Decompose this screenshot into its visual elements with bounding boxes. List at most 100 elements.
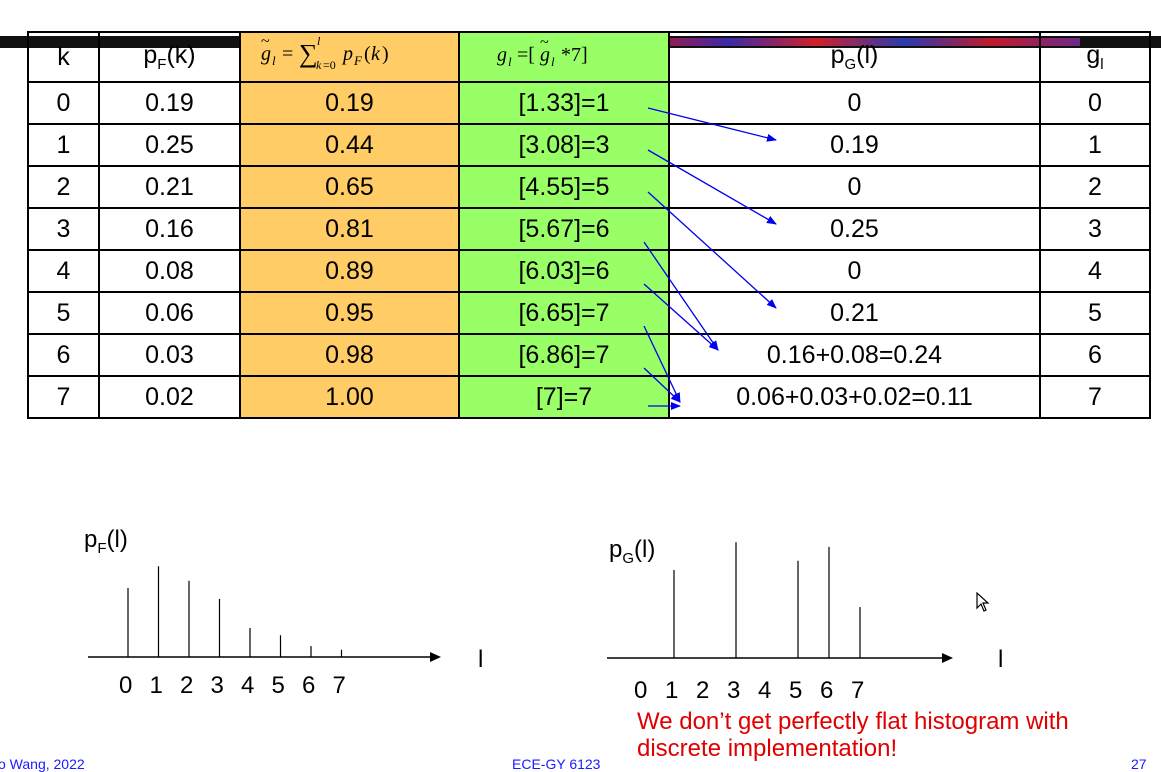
hist-pf-title: pF(l) [84,526,128,557]
header-row: k pF(k) g ~ l = ∑ l k =0 p F ( k ) g l [27,31,1151,83]
table-body: 0 0.19 0.19 [1.33]=1 0 0 1 0.25 0.44 [3.08]=3 0.19… [27,81,1151,419]
pf-cell: 0.25 [98,123,241,167]
svg-text:g: g [540,44,550,66]
table-row: 4 0.08 0.89 [6.03]=6 0 4 [27,249,1151,293]
hist-pf-xlabel: l [478,646,484,673]
tick-label: 4 [758,677,771,704]
header-k: k [27,31,100,83]
tick-label: 6 [820,677,833,704]
hist-pg-xlabel: l [998,646,1004,673]
pf-cell: 0.08 [98,249,241,293]
pf-cell: 0.06 [98,291,241,335]
table-row: 5 0.06 0.95 [6.65]=7 0.21 5 [27,291,1151,335]
gl-cell: 5 [1039,291,1151,335]
header-pf: pF(k) [98,31,241,83]
mapping-cell: [3.08]=3 [458,123,670,167]
tick-label: 0 [634,677,647,704]
tick-label: 2 [696,677,709,704]
table-row: 2 0.21 0.65 [4.55]=5 0 2 [27,165,1151,209]
gl-cell: 3 [1039,207,1151,251]
cumulative-cell: 0.19 [239,81,460,125]
cumulative-cell: 1.00 [239,375,460,419]
gl-cell: 0 [1039,81,1151,125]
header-cumulative: g ~ l = ∑ l k =0 p F ( k ) [239,31,460,83]
svg-text:p: p [341,43,353,65]
svg-text:~: ~ [540,34,549,51]
tick-label: 1 [665,677,678,704]
table-row: 6 0.03 0.98 [6.86]=7 0.16+0.08=0.24 6 [27,333,1151,377]
x-axis-arrowhead [942,653,953,663]
cumulative-cell: 0.98 [239,333,460,377]
mapping-cell: [4.55]=5 [458,165,670,209]
svg-text:l: l [317,34,321,48]
cumulative-formula: g ~ l = ∑ l k =0 p F ( k ) [261,33,389,72]
pf-cell: 0.16 [98,207,241,251]
tick-label: 5 [789,677,802,704]
cumulative-cell: 0.95 [239,291,460,335]
note-text: We don’t get perfectly flat histogram wi… [637,708,1069,762]
tick-label: 5 [272,672,285,699]
k-cell: 0 [27,81,100,125]
cumulative-cell: 0.44 [239,123,460,167]
header-mapping: g l =[ g ~ l *7] [458,31,670,83]
svg-text:): ) [382,43,389,65]
svg-text:=: = [282,43,293,65]
footer-author: o Wang, 2022 [0,756,85,772]
header-pg: pG(l) [668,31,1041,83]
svg-text:=[: =[ [517,44,535,66]
cumulative-cell: 0.81 [239,207,460,251]
gl-cell: 6 [1039,333,1151,377]
k-cell: 2 [27,165,100,209]
k-cell: 1 [27,123,100,167]
x-axis-arrowhead [430,652,441,662]
mouse-pointer-icon [976,592,990,612]
svg-text:g: g [261,43,271,65]
gl-cell: 2 [1039,165,1151,209]
tick-label: 1 [150,672,163,699]
tick-label: 6 [302,672,315,699]
table-row: 3 0.16 0.81 [5.67]=6 0.25 3 [27,207,1151,251]
pf-cell: 0.19 [98,81,241,125]
hist-pg-title: pG(l) [609,536,656,567]
gl-cell: 4 [1039,249,1151,293]
svg-text:F: F [353,53,363,68]
svg-text:∑: ∑ [299,39,318,68]
svg-text:(: ( [364,43,371,65]
gl-cell: 7 [1039,375,1151,419]
k-cell: 3 [27,207,100,251]
equalization-table: k pF(k) g ~ l = ∑ l k =0 p F ( k ) g l [27,31,1151,419]
pf-cell: 0.02 [98,375,241,419]
pf-cell: 0.03 [98,333,241,377]
svg-text:l: l [272,53,276,68]
svg-text:l: l [551,54,555,69]
tick-label: 2 [180,672,193,699]
table-row: 7 0.02 1.00 [7]=7 0.06+0.03+0.02=0.11 7 [27,375,1151,419]
mapping-cell: [5.67]=6 [458,207,670,251]
svg-text:k: k [316,58,322,72]
svg-text:*7]: *7] [561,44,588,66]
k-cell: 6 [27,333,100,377]
tick-label: 4 [241,672,254,699]
mapping-cell: [6.86]=7 [458,333,670,377]
tick-label: 3 [727,677,740,704]
tick-label: 7 [851,677,864,704]
footer-course: ECE-GY 6123 [512,756,601,772]
pf-cell: 0.21 [98,165,241,209]
tick-label: 3 [211,672,224,699]
svg-text:l: l [508,54,512,69]
pg-cell: 0.16+0.08=0.24 [668,333,1041,377]
mapping-cell: [6.03]=6 [458,249,670,293]
svg-text:k: k [371,43,381,65]
mapping-formula: g l =[ g ~ l *7] [497,34,588,69]
gl-cell: 1 [1039,123,1151,167]
header-gl: gl [1039,31,1151,83]
tick-label: 0 [119,672,132,699]
mapping-cell: [6.65]=7 [458,291,670,335]
cumulative-cell: 0.89 [239,249,460,293]
k-cell: 5 [27,291,100,335]
svg-text:=0: =0 [323,58,336,72]
page-number: 27 [1131,756,1147,772]
mapping-cell: [1.33]=1 [458,81,670,125]
svg-text:~: ~ [261,34,270,50]
